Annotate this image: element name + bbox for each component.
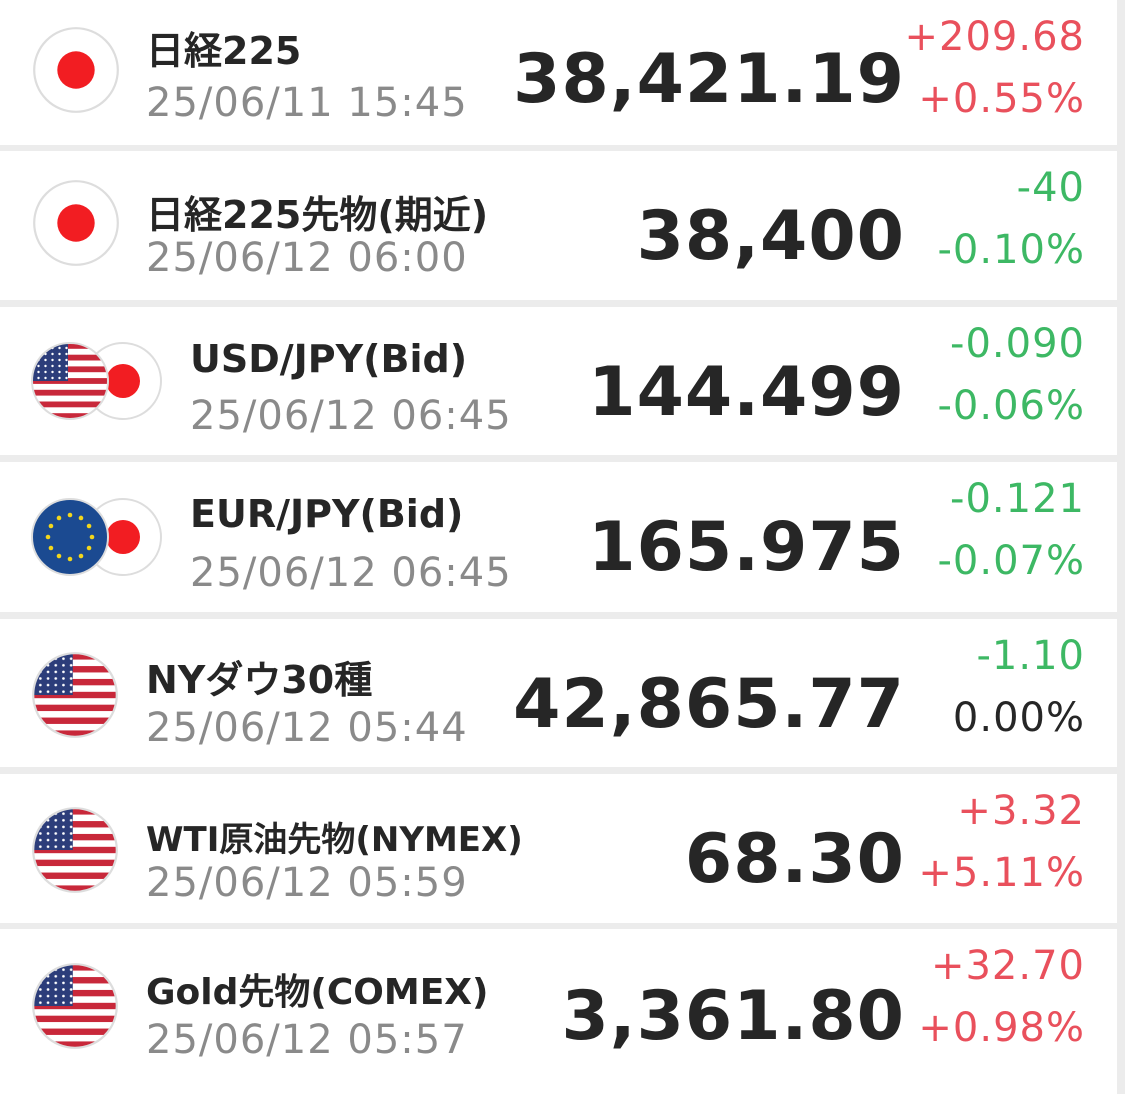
- quote-row[interactable]: 日経225先物(期近) 25/06/12 06:00 38,400 -40 -0…: [0, 151, 1117, 300]
- change: -1.10: [976, 633, 1085, 679]
- timestamp: 25/06/12 06:45: [190, 393, 512, 439]
- timestamp: 25/06/11 15:45: [146, 80, 468, 126]
- quote-row[interactable]: 日経225 25/06/11 15:45 38,421.19 +209.68 +…: [0, 0, 1117, 145]
- flag-icon: [0, 929, 150, 1094]
- timestamp: 25/06/12 06:45: [190, 550, 512, 596]
- flag-icon: [33, 27, 119, 113]
- flag-icon: [0, 307, 162, 455]
- change-percent: -0.06%: [937, 383, 1085, 429]
- price: 38,400: [636, 197, 905, 276]
- change: -0.121: [950, 476, 1085, 522]
- change-percent: 0.00%: [952, 695, 1085, 741]
- instrument-name: Gold先物(COMEX): [146, 972, 489, 1013]
- change: +209.68: [904, 14, 1085, 60]
- instrument-name: USD/JPY(Bid): [190, 337, 468, 381]
- change: +3.32: [957, 788, 1085, 834]
- quote-row[interactable]: WTI原油先物(NYMEX) 25/06/12 05:59 68.30 +3.3…: [0, 774, 1117, 923]
- change-percent: -0.10%: [937, 227, 1085, 273]
- price: 68.30: [684, 820, 905, 899]
- price: 3,361.80: [561, 977, 905, 1056]
- price: 165.975: [588, 508, 905, 587]
- quote-row[interactable]: EUR/JPY(Bid) 25/06/12 06:45 165.975 -0.1…: [0, 462, 1117, 612]
- timestamp: 25/06/12 06:00: [146, 235, 468, 281]
- quote-row[interactable]: NYダウ30種 25/06/12 05:44 42,865.77 -1.10 0…: [0, 619, 1117, 767]
- change-percent: -0.07%: [937, 538, 1085, 584]
- instrument-name: EUR/JPY(Bid): [190, 492, 464, 536]
- instrument-name: WTI原油先物(NYMEX): [146, 820, 523, 860]
- change-percent: +0.55%: [918, 76, 1085, 122]
- flag-icon: [0, 774, 150, 923]
- quote-row[interactable]: Gold先物(COMEX) 25/06/12 05:57 3,361.80 +3…: [0, 929, 1117, 1094]
- price: 42,865.77: [513, 665, 905, 744]
- change-percent: +0.98%: [918, 1005, 1085, 1051]
- flag-icon: [31, 498, 162, 576]
- change: -40: [1016, 165, 1085, 211]
- change: +32.70: [930, 943, 1085, 989]
- instrument-name: 日経225: [146, 29, 302, 73]
- timestamp: 25/06/12 05:59: [146, 860, 468, 906]
- change: -0.090: [950, 321, 1085, 367]
- price: 38,421.19: [513, 40, 905, 119]
- change-percent: +5.11%: [918, 850, 1085, 896]
- quote-row[interactable]: USD/JPY(Bid) 25/06/12 06:45 144.499 -0.0…: [0, 307, 1117, 455]
- price: 144.499: [588, 353, 905, 432]
- instrument-name: NYダウ30種: [146, 658, 373, 702]
- instrument-name: 日経225先物(期近): [146, 193, 489, 237]
- timestamp: 25/06/12 05:44: [146, 705, 468, 751]
- flag-icon: [33, 180, 119, 266]
- flag-icon: [0, 619, 150, 767]
- timestamp: 25/06/12 05:57: [146, 1017, 468, 1063]
